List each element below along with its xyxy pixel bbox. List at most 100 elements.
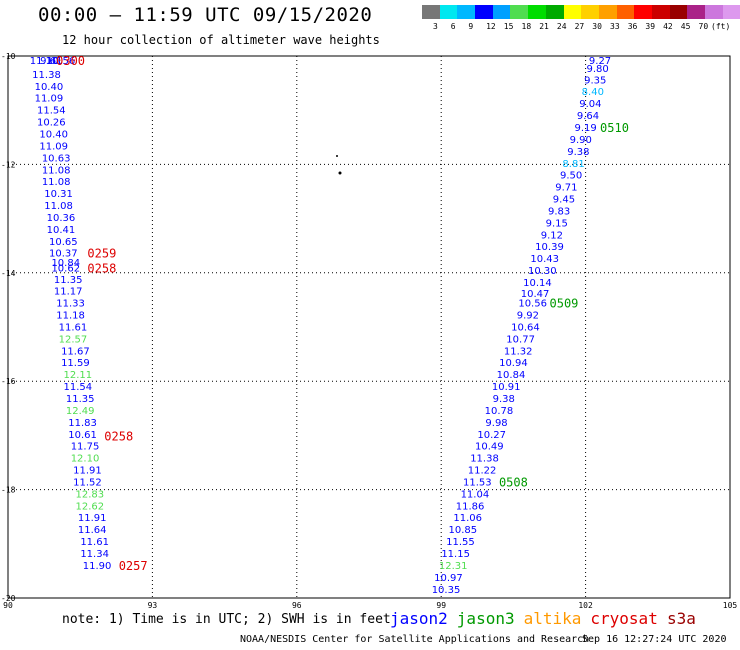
wave-height-point: 10.64 — [511, 322, 540, 333]
color-scale-tick-label: 33 — [610, 22, 620, 31]
wave-height-point: 11.32 — [504, 346, 533, 357]
color-swatch — [598, 5, 617, 19]
color-swatch — [528, 5, 546, 19]
wave-height-point: 11.17 — [54, 287, 83, 298]
y-tick-label: -20 — [1, 594, 16, 603]
wave-height-point: 9.71 — [555, 183, 577, 194]
wave-height-point: 11.86 — [456, 501, 485, 512]
wave-height-point: 10.49 — [475, 442, 504, 453]
chart-subtitle: 12 hour collection of altimeter wave hei… — [62, 33, 380, 47]
chart-title: 00:00 – 11:59 UTC 09/15/2020 — [38, 4, 373, 26]
color-swatch — [722, 5, 740, 19]
y-tick-label: -18 — [1, 486, 16, 495]
wave-height-point: 9.38 — [493, 394, 515, 405]
wave-height-point: 10.31 — [44, 189, 73, 200]
wave-height-point: 11.61 — [80, 537, 109, 548]
wave-height-point: 10.41 — [47, 225, 76, 236]
wave-height-point: 12.83 — [76, 489, 105, 500]
legend-entry-s3a: s3a — [667, 609, 696, 628]
y-tick-label: -14 — [1, 269, 16, 278]
pass-time-label: 0258 — [87, 261, 116, 275]
wave-height-point: 10.97 — [434, 573, 463, 584]
wave-height-point: 10.37 — [49, 249, 78, 260]
wave-height-point: 11.55 — [446, 537, 475, 548]
wave-height-point: 10.40 — [39, 130, 68, 141]
wave-height-point: 10.56 — [518, 299, 547, 310]
footnote: note: 1) Time is in UTC; 2) SWH is in fe… — [62, 612, 391, 627]
wave-height-point: 11.35 — [54, 275, 83, 286]
wave-height-point: 9.61 — [40, 56, 62, 67]
wave-height-point: 10.62 — [51, 263, 80, 274]
y-tick-label: -10 — [1, 52, 16, 61]
legend-entry-jason2: jason2 — [390, 609, 448, 628]
wave-height-point: 9.35 — [584, 75, 606, 86]
color-scale-tick-label: 42 — [663, 22, 673, 31]
color-swatch — [457, 5, 476, 19]
wave-height-point: 11.33 — [56, 299, 85, 310]
wave-height-point: 11.08 — [44, 201, 73, 212]
color-swatch — [687, 5, 705, 19]
wave-height-point: 11.91 — [73, 466, 102, 477]
color-swatch — [705, 5, 723, 19]
wave-height-point: 10.43 — [530, 254, 559, 265]
pass-time-label: 0509 — [550, 297, 579, 311]
wave-height-point: 10.36 — [47, 213, 76, 224]
color-scale-tick-label: 27 — [574, 22, 585, 31]
pass-time-label: 0259 — [87, 247, 116, 261]
island-marker — [338, 171, 342, 175]
wave-height-point: 10.65 — [49, 237, 78, 248]
wave-height-point: 10.47 — [521, 289, 550, 300]
x-tick-label: 96 — [292, 601, 302, 610]
wave-height-point: 11.54 — [37, 106, 66, 117]
wave-height-point: 11.38 — [32, 70, 61, 81]
x-tick-label: 93 — [148, 601, 158, 610]
wave-height-point: 10.78 — [485, 406, 514, 417]
wave-height-point: 11.18 — [56, 311, 85, 322]
wave-height-point: 9.12 — [541, 230, 563, 241]
y-tick-label: -12 — [1, 160, 16, 169]
wave-height-point: 10.77 — [506, 334, 535, 345]
wave-height-point: 9.83 — [548, 206, 570, 217]
wave-height-point: 11.34 — [80, 549, 109, 560]
wave-height-point: 11.09 — [39, 141, 68, 152]
wave-height-point: 11.38 — [470, 454, 499, 465]
x-tick-label: 102 — [578, 601, 593, 610]
wave-height-point: 9.27 — [589, 56, 611, 67]
wave-height-point: 10.61 — [68, 430, 97, 441]
wave-height-point: 11.22 — [468, 466, 497, 477]
color-scale-tick-label: 24 — [556, 22, 567, 31]
island-marker — [336, 155, 338, 157]
wave-height-point: 11.75 — [71, 442, 100, 453]
wave-height-point: 11.35 — [66, 394, 95, 405]
wave-height-point: 10.39 — [535, 242, 564, 253]
legend-entry-cryosat: cryosat — [590, 609, 658, 628]
wave-height-point: 10.84 — [497, 370, 526, 381]
color-swatch — [439, 5, 458, 19]
color-scale-tick-label: 15 — [503, 22, 514, 31]
color-scale-tick-label: 21 — [539, 22, 549, 31]
pass-time-label: 0300 — [56, 54, 85, 68]
wave-height-point: 10.27 — [477, 430, 506, 441]
wave-height-point: 11.09 — [35, 94, 64, 105]
generated-timestamp: Sep 16 12:27:24 UTC 2020 — [582, 634, 727, 645]
x-tick-label: 105 — [723, 601, 738, 610]
pass-time-label: 0258 — [104, 429, 133, 443]
wave-height-point: 11.61 — [59, 322, 88, 333]
color-scale-tick-label: 45 — [680, 22, 691, 31]
y-tick-label: -16 — [1, 377, 16, 386]
wave-height-point: 12.62 — [76, 501, 105, 512]
color-scale-tick-label: 12 — [486, 22, 496, 31]
wave-height-point: 10.94 — [499, 358, 528, 369]
wave-height-point: 10.35 — [432, 585, 461, 596]
color-swatch — [669, 5, 688, 19]
color-scale-tick-label: 39 — [645, 22, 656, 31]
wave-height-point: 10.30 — [528, 266, 557, 277]
color-scale-tick-label: 30 — [592, 22, 602, 31]
wave-height-point: 11.15 — [441, 549, 470, 560]
wave-height-point: 8.40 — [582, 87, 604, 98]
color-scale-bar — [422, 5, 740, 19]
color-swatch — [581, 5, 599, 19]
wave-height-point: 11.08 — [42, 177, 71, 188]
